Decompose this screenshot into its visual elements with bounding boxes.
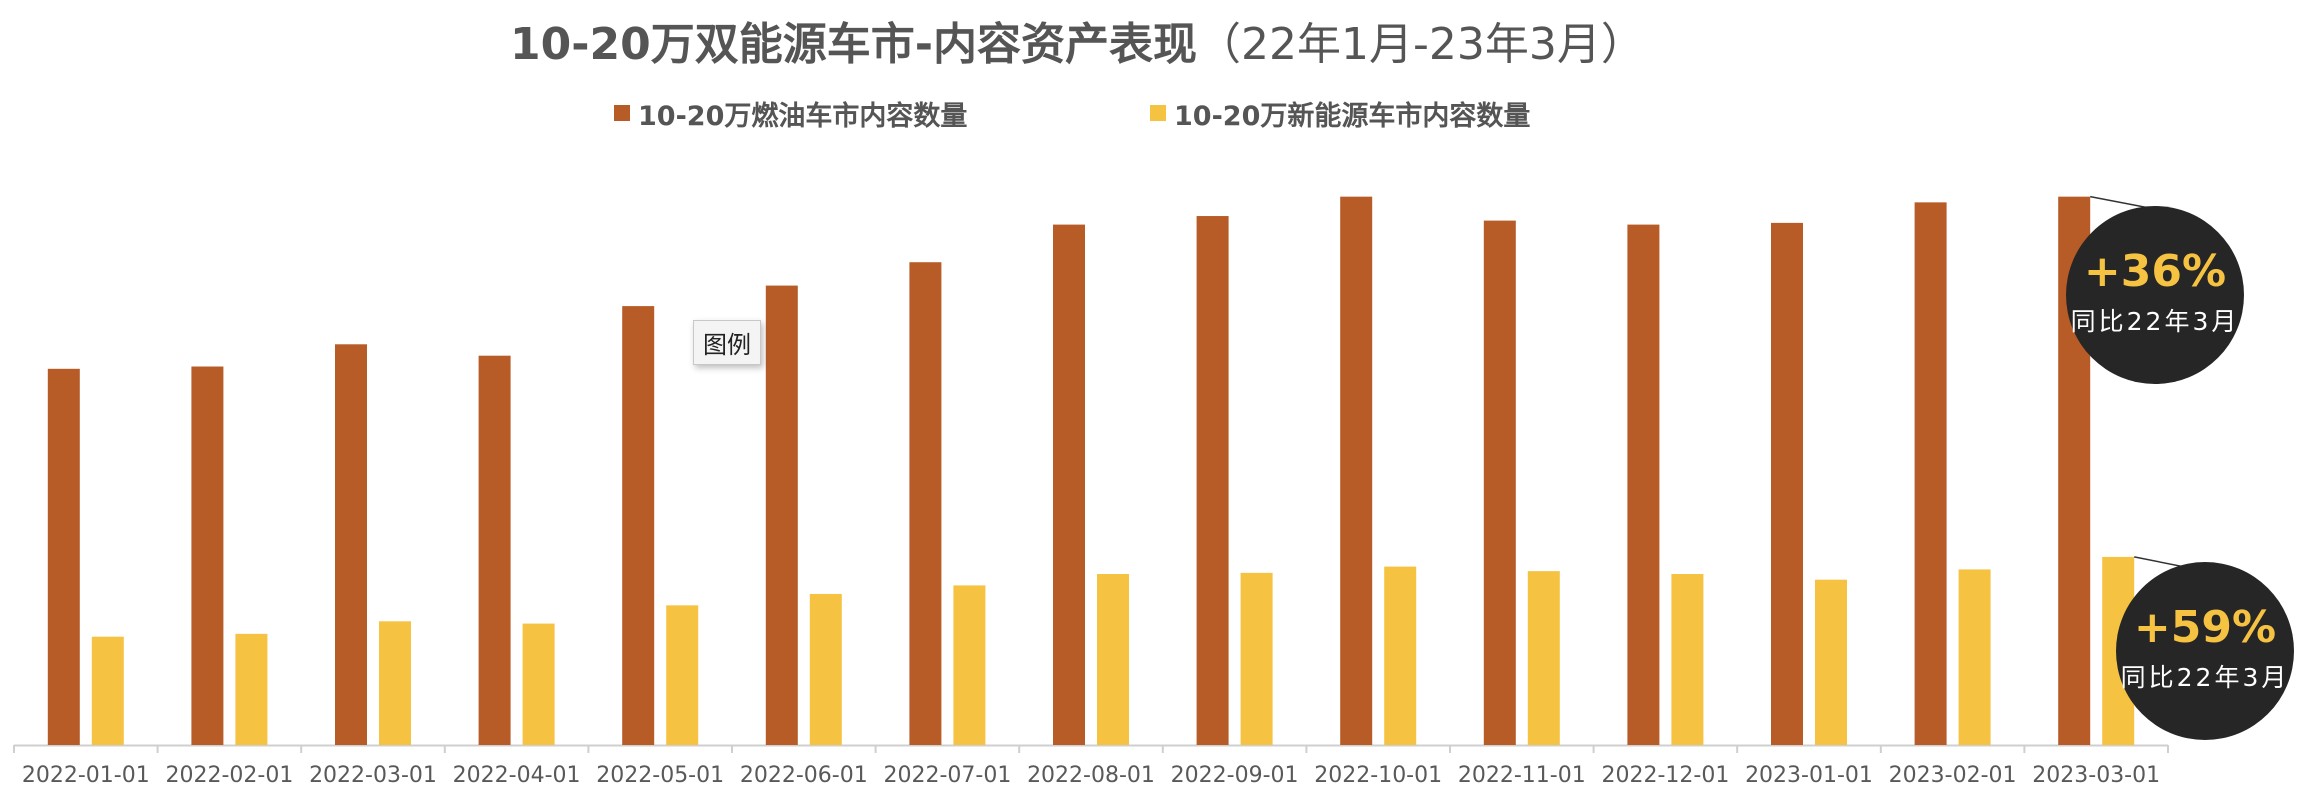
- bar-nev-2022-11-01[interactable]: [1527, 571, 1560, 745]
- x-tick-label: 2022-11-01: [1458, 763, 1586, 788]
- bar-nev-2022-05-01[interactable]: [666, 605, 699, 745]
- bar-nev-2022-06-01[interactable]: [809, 593, 842, 745]
- bar-fuel-2023-01-01[interactable]: [1771, 222, 1803, 745]
- bar-fuel-2022-09-01[interactable]: [1196, 216, 1229, 746]
- yoy-badge-fuel-note: 同比22年3月: [2070, 307, 2240, 336]
- bar-fuel-2023-02-01[interactable]: [1914, 202, 1947, 746]
- x-tick-label: 2022-09-01: [1171, 763, 1299, 788]
- bar-fuel-2022-08-01[interactable]: [1053, 224, 1085, 746]
- yoy-badge-fuel-value: +36%: [2083, 246, 2227, 297]
- legend-item-nev[interactable]: 10-20万新能源车市内容数量: [1150, 96, 1531, 132]
- x-tick-label: 2022-02-01: [165, 763, 293, 788]
- x-tick-label: 2023-02-01: [1889, 763, 2017, 788]
- legend-item-fuel[interactable]: 10-20万燃油车市内容数量: [614, 96, 968, 132]
- x-tick-label: 2022-06-01: [740, 763, 868, 788]
- bar-nev-2022-12-01[interactable]: [1671, 574, 1704, 745]
- bar-nev-2022-02-01[interactable]: [235, 633, 268, 745]
- bar-fuel-2022-11-01[interactable]: [1483, 220, 1516, 746]
- bar-fuel-2022-06-01[interactable]: [765, 285, 798, 745]
- bar-fuel-2022-10-01[interactable]: [1340, 196, 1373, 745]
- bar-nev-2022-03-01[interactable]: [379, 621, 411, 745]
- x-tick-label: 2022-12-01: [1601, 763, 1729, 788]
- chart-title-main: 10-20万双能源车市-内容资产表现: [510, 19, 1197, 70]
- legend-label-nev: 10-20万新能源车市内容数量: [1174, 100, 1531, 132]
- x-tick-label: 2022-07-01: [883, 763, 1011, 788]
- chart-title-sub: （22年1月-23年3月）: [1196, 19, 1645, 70]
- bar-fuel-2022-02-01[interactable]: [191, 366, 224, 745]
- chart-title: 10-20万双能源车市-内容资产表现（22年1月-23年3月）: [510, 8, 1645, 72]
- bar-fuel-2022-04-01[interactable]: [478, 355, 511, 745]
- x-tick-label: 2022-10-01: [1314, 763, 1442, 788]
- bar-fuel-2022-01-01[interactable]: [47, 368, 80, 745]
- bar-nev-2023-01-01[interactable]: [1815, 579, 1847, 745]
- x-tick-label: 2022-08-01: [1027, 763, 1155, 788]
- legend-swatch-fuel: [614, 105, 630, 121]
- yoy-badge-nev-value: +59%: [2133, 602, 2277, 653]
- bar-nev-2022-01-01[interactable]: [91, 636, 124, 745]
- bar-fuel-2022-05-01[interactable]: [622, 306, 655, 745]
- yoy-badge-fuel: +36% 同比22年3月: [2066, 206, 2244, 384]
- bar-nev-2022-10-01[interactable]: [1384, 566, 1417, 745]
- legend-label-fuel: 10-20万燃油车市内容数量: [638, 100, 968, 132]
- bar-fuel-2022-07-01[interactable]: [909, 262, 942, 745]
- bar-nev-2022-09-01[interactable]: [1240, 572, 1273, 745]
- x-tick-label: 2022-05-01: [596, 763, 724, 788]
- yoy-badge-nev-note: 同比22年3月: [2120, 663, 2290, 692]
- x-tick-label: 2022-04-01: [453, 763, 581, 788]
- x-tick-label: 2022-03-01: [309, 763, 437, 788]
- bar-nev-2022-07-01[interactable]: [953, 585, 986, 745]
- bar-fuel-2022-12-01[interactable]: [1627, 224, 1660, 746]
- bar-nev-2022-08-01[interactable]: [1097, 574, 1129, 745]
- x-tick-label: 2023-03-01: [2032, 763, 2160, 788]
- x-tick-label: 2022-01-01: [22, 763, 150, 788]
- legend-tooltip: 图例: [693, 320, 761, 365]
- bar-nev-2023-02-01[interactable]: [1958, 569, 1991, 745]
- x-tick-label: 2023-01-01: [1745, 763, 1873, 788]
- yoy-badge-nev: +59% 同比22年3月: [2116, 562, 2294, 740]
- bar-fuel-2022-03-01[interactable]: [335, 344, 367, 745]
- bar-nev-2022-04-01[interactable]: [522, 623, 555, 745]
- legend-swatch-nev: [1150, 105, 1166, 121]
